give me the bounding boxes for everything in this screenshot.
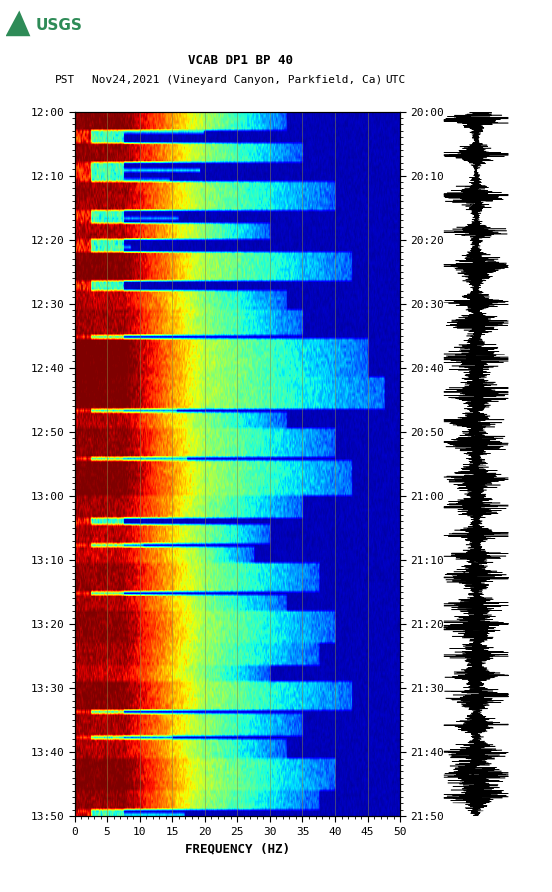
Text: Nov24,2021 (Vineyard Canyon, Parkfield, Ca): Nov24,2021 (Vineyard Canyon, Parkfield, … [92, 75, 383, 86]
Text: PST: PST [55, 75, 76, 86]
Text: VCAB DP1 BP 40: VCAB DP1 BP 40 [188, 54, 293, 67]
Polygon shape [6, 11, 30, 37]
Text: UTC: UTC [385, 75, 406, 86]
X-axis label: FREQUENCY (HZ): FREQUENCY (HZ) [185, 842, 290, 855]
Text: USGS: USGS [36, 18, 83, 33]
